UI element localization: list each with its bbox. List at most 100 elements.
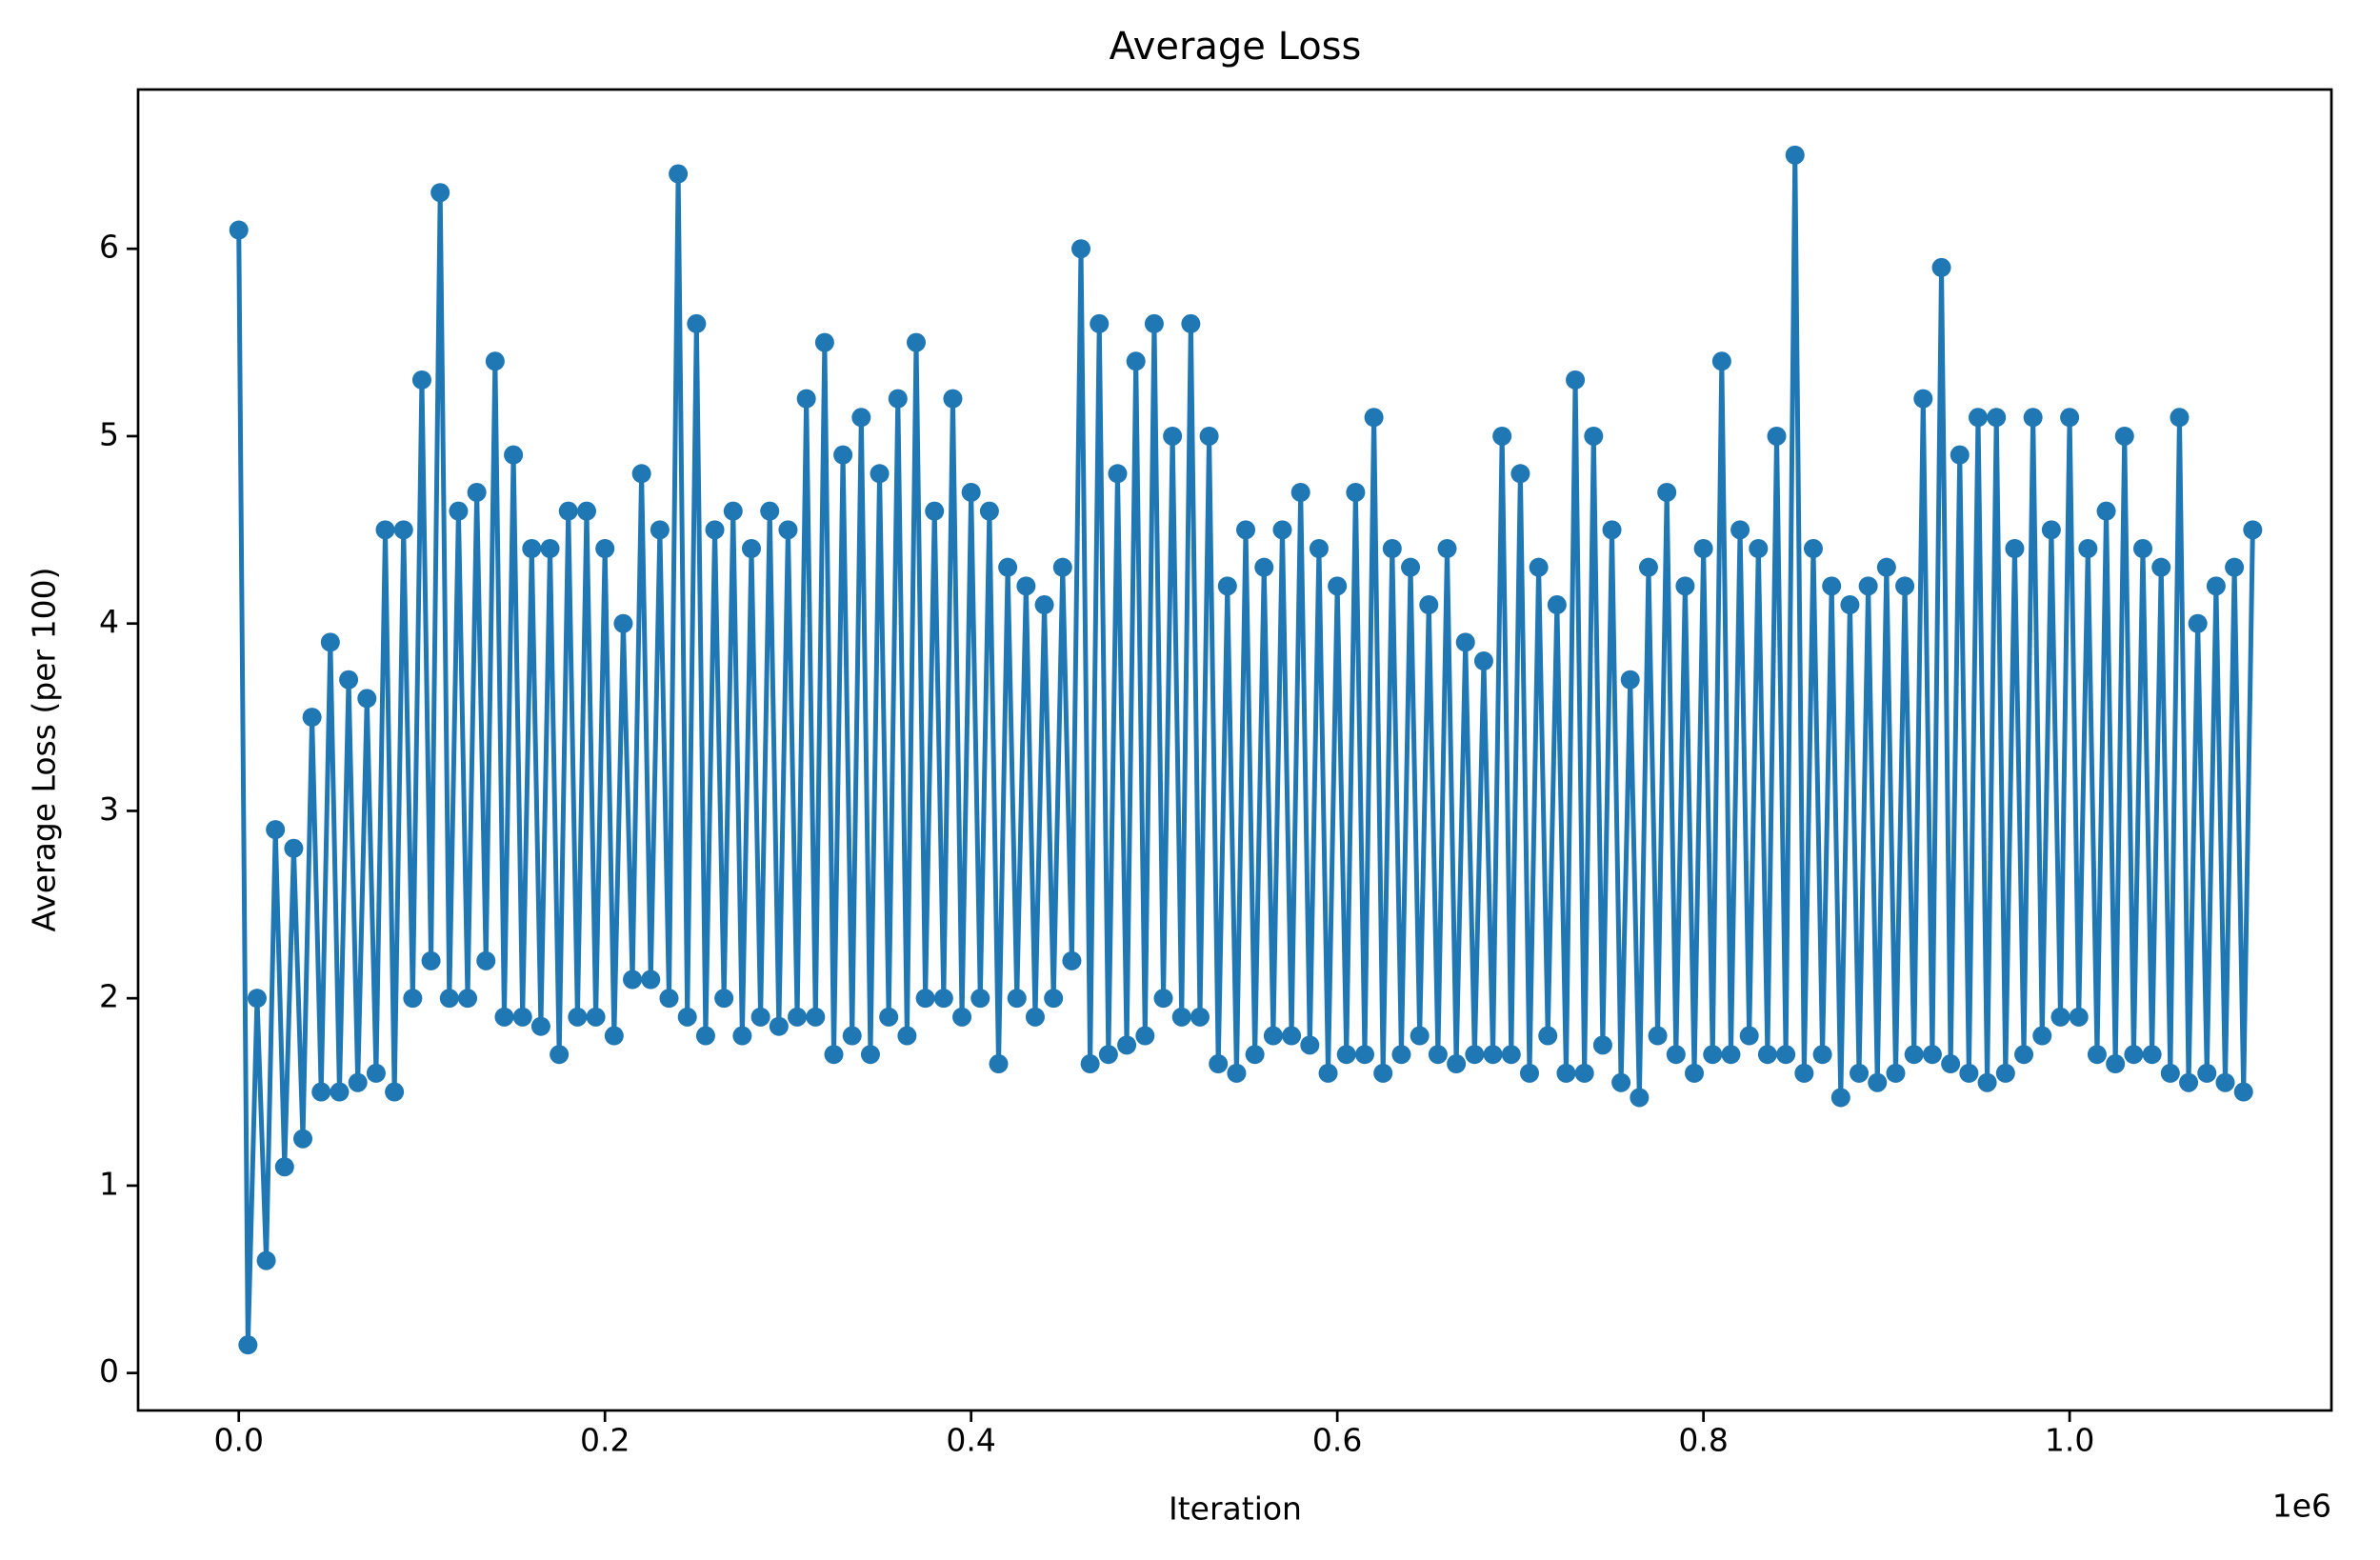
point bbox=[952, 1007, 972, 1027]
point bbox=[2160, 1063, 2180, 1083]
point bbox=[284, 838, 304, 858]
point bbox=[595, 539, 615, 559]
point bbox=[1034, 595, 1054, 615]
x-tick-label: 0.4 bbox=[946, 1422, 995, 1459]
point bbox=[1730, 520, 1750, 540]
point bbox=[1721, 1045, 1741, 1065]
point bbox=[1373, 1063, 1393, 1083]
point bbox=[1171, 1007, 1191, 1027]
point bbox=[687, 313, 707, 333]
point bbox=[970, 989, 990, 1009]
point bbox=[320, 632, 340, 652]
point bbox=[2041, 520, 2061, 540]
point bbox=[1309, 539, 1329, 559]
point bbox=[915, 989, 935, 1009]
point bbox=[870, 464, 890, 484]
point bbox=[393, 520, 413, 540]
point bbox=[1822, 576, 1842, 596]
point bbox=[1876, 557, 1896, 577]
x-tick-label: 0.2 bbox=[580, 1422, 630, 1459]
point bbox=[842, 1026, 862, 1046]
point bbox=[1181, 313, 1201, 333]
point bbox=[348, 1072, 368, 1092]
point bbox=[1749, 539, 1769, 559]
point bbox=[1703, 1045, 1723, 1065]
point bbox=[1282, 1026, 1302, 1046]
point bbox=[330, 1082, 350, 1102]
point bbox=[1071, 239, 1091, 259]
point bbox=[1757, 1045, 1777, 1065]
point bbox=[2014, 1045, 2034, 1065]
point bbox=[558, 501, 578, 521]
y-tick-label: 4 bbox=[99, 603, 119, 640]
point bbox=[1785, 145, 1805, 165]
point bbox=[1465, 1045, 1485, 1065]
point bbox=[1199, 426, 1219, 446]
point bbox=[695, 1026, 715, 1046]
point bbox=[2060, 408, 2080, 428]
point bbox=[604, 1026, 624, 1046]
point bbox=[1062, 950, 1082, 970]
point bbox=[1300, 1035, 1320, 1055]
point bbox=[530, 1016, 550, 1036]
point bbox=[1538, 1026, 1558, 1046]
point bbox=[1657, 482, 1677, 502]
point bbox=[1685, 1063, 1705, 1083]
point bbox=[458, 989, 478, 1009]
point bbox=[1566, 370, 1586, 390]
point bbox=[1520, 1063, 1540, 1083]
point bbox=[229, 220, 249, 240]
point bbox=[1830, 1088, 1850, 1108]
point bbox=[1574, 1063, 1594, 1083]
x-tick-label: 0.6 bbox=[1312, 1422, 1362, 1459]
point bbox=[1592, 1035, 1612, 1055]
point bbox=[750, 1007, 770, 1027]
point bbox=[806, 1007, 826, 1027]
point bbox=[1547, 595, 1567, 615]
point bbox=[714, 989, 734, 1009]
point bbox=[1675, 576, 1695, 596]
point bbox=[1968, 408, 1988, 428]
point bbox=[888, 389, 908, 409]
point bbox=[1602, 520, 1622, 540]
point bbox=[1401, 557, 1421, 577]
point bbox=[2233, 1082, 2253, 1102]
point bbox=[1117, 1035, 1137, 1055]
point bbox=[550, 1045, 570, 1065]
point bbox=[2114, 426, 2134, 446]
point bbox=[741, 539, 761, 559]
point bbox=[1354, 1045, 1374, 1065]
point bbox=[2179, 1072, 2199, 1092]
point bbox=[1630, 1088, 1650, 1108]
point bbox=[2197, 1063, 2217, 1083]
point bbox=[705, 520, 725, 540]
point bbox=[2005, 539, 2025, 559]
point bbox=[494, 1007, 514, 1027]
point bbox=[302, 708, 322, 728]
x-tick-label: 0.0 bbox=[213, 1422, 263, 1459]
point bbox=[1209, 1054, 1229, 1074]
point bbox=[2069, 1007, 2089, 1027]
x-axis-label: Iteration bbox=[1169, 1490, 1302, 1528]
point bbox=[1447, 1054, 1467, 1074]
y-tick-label: 2 bbox=[99, 978, 119, 1015]
point bbox=[1941, 1054, 1961, 1074]
point bbox=[659, 989, 679, 1009]
point bbox=[403, 989, 423, 1009]
point bbox=[586, 1007, 606, 1027]
point bbox=[778, 520, 798, 540]
point bbox=[1419, 595, 1439, 615]
y-tick-label: 1 bbox=[99, 1165, 119, 1202]
point bbox=[1840, 595, 1860, 615]
point bbox=[1135, 1026, 1155, 1046]
point bbox=[998, 557, 1018, 577]
point bbox=[769, 1016, 789, 1036]
point bbox=[1126, 351, 1146, 371]
point bbox=[1812, 1045, 1832, 1065]
point bbox=[723, 501, 743, 521]
point bbox=[1584, 426, 1604, 446]
point bbox=[1950, 445, 1970, 465]
point bbox=[2096, 501, 2116, 521]
point bbox=[1977, 1072, 1997, 1092]
